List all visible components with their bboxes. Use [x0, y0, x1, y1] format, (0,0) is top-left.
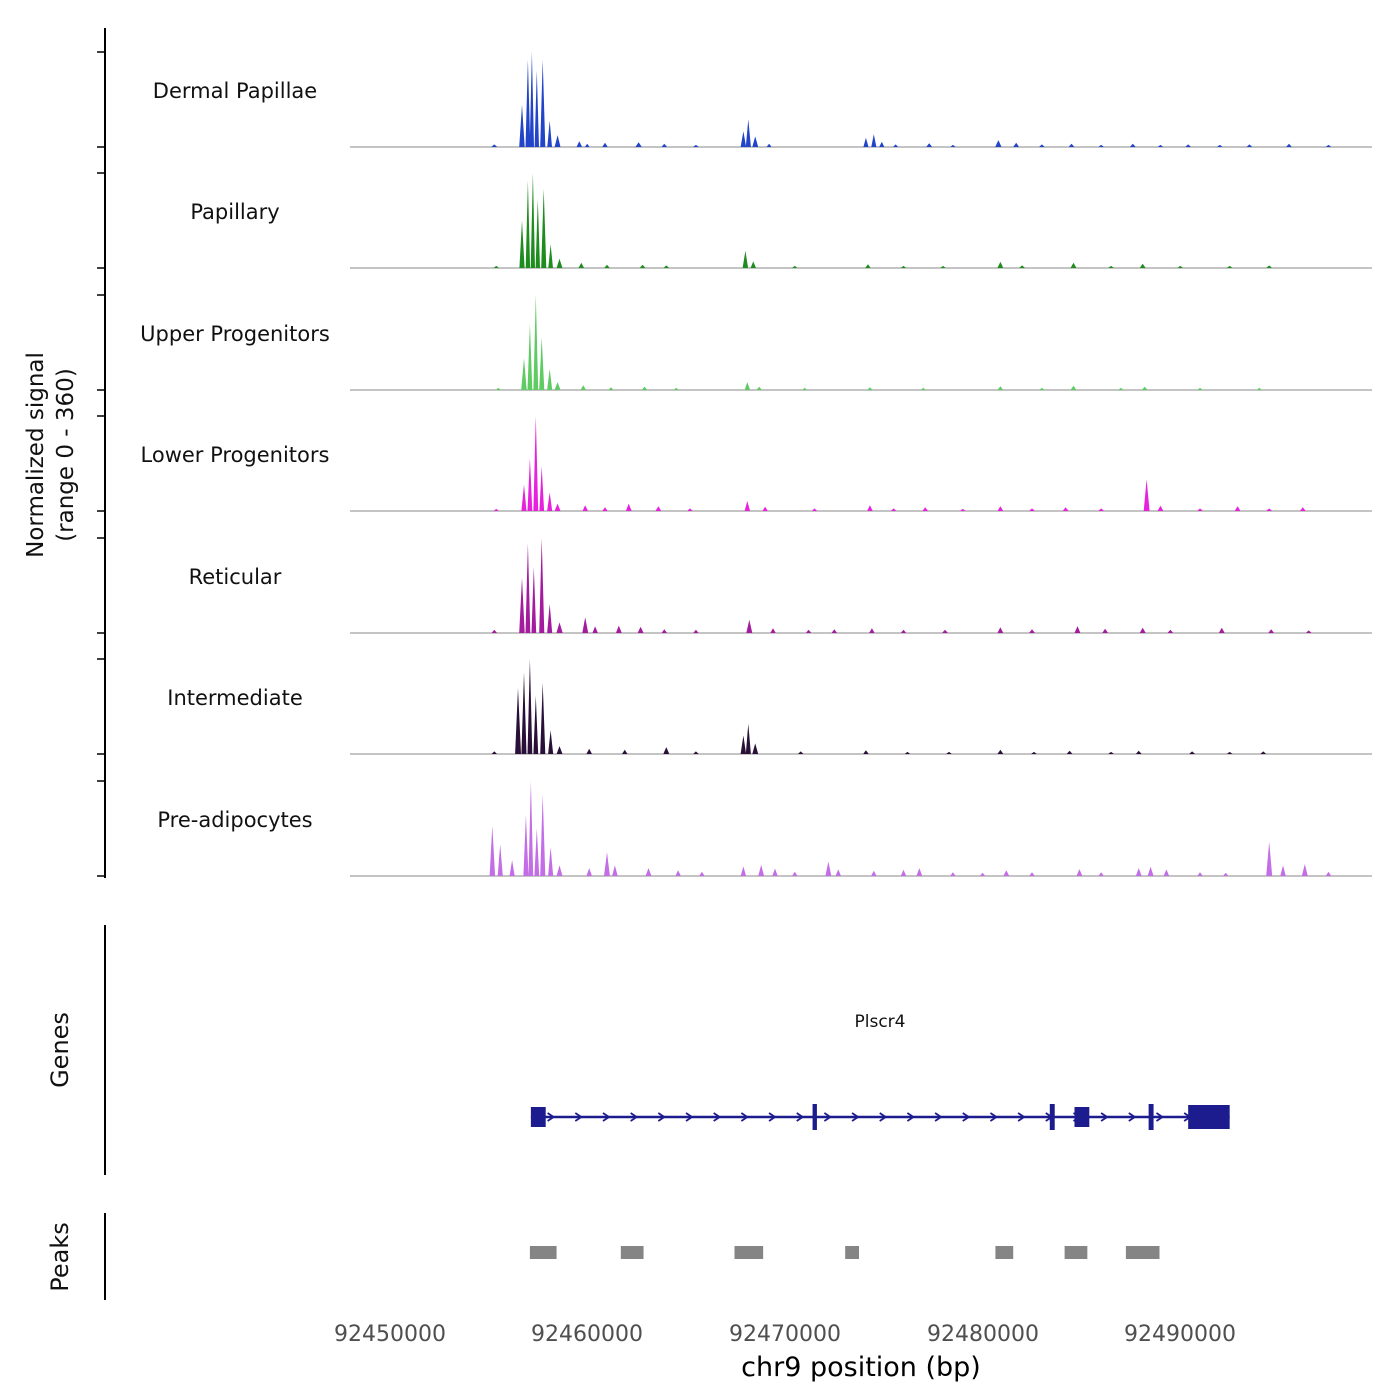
peaks-section-label: Peaks	[46, 1222, 74, 1292]
peak-region-box	[845, 1246, 860, 1259]
signal-track-papillary	[350, 173, 1372, 269]
exon-box	[1049, 1104, 1055, 1130]
signal-track-upper-progenitors	[350, 295, 1372, 391]
strand-arrow-icon	[574, 1112, 583, 1122]
gene-model-plscr4	[530, 1104, 1230, 1130]
strand-arrow-icon	[630, 1112, 639, 1122]
peak-region-box	[529, 1246, 557, 1259]
gene-name-label: Plscr4	[854, 1012, 906, 1032]
strand-arrow-icon	[740, 1112, 749, 1122]
strand-arrow-icon	[989, 1112, 999, 1122]
track-label-dermal-papillae: Dermal Papillae	[152, 79, 318, 103]
peak-region-box	[1125, 1246, 1160, 1259]
peak-regions	[529, 1246, 1160, 1259]
exon-box	[812, 1104, 817, 1130]
genes-section-label: Genes	[46, 1012, 74, 1088]
strand-arrow-icon	[934, 1112, 943, 1122]
exon-box	[1074, 1107, 1090, 1127]
exon-box	[1188, 1105, 1230, 1129]
y-axis	[97, 28, 106, 878]
strand-arrow-icon	[962, 1112, 971, 1122]
peak-region-box	[734, 1246, 764, 1259]
x-tick-label-92450000: 92450000	[334, 1322, 446, 1347]
strand-arrow-icon	[657, 1112, 666, 1122]
strand-arrow-icon	[547, 1112, 556, 1122]
signal-track-intermediate	[350, 659, 1372, 755]
signal-track-dermal-papillae	[350, 52, 1372, 148]
x-tick-label-92470000: 92470000	[729, 1322, 841, 1347]
signal-track-pre-adipocytes	[350, 781, 1372, 877]
exon-box	[530, 1107, 546, 1127]
strand-arrow-icon	[823, 1112, 832, 1122]
x-tick-label-92490000: 92490000	[1124, 1322, 1236, 1347]
peak-region-box	[995, 1246, 1014, 1259]
strand-arrow-icon	[796, 1112, 805, 1122]
peak-region-box	[620, 1246, 644, 1259]
strand-arrow-icon	[879, 1112, 888, 1122]
strand-arrow-icon	[1128, 1112, 1137, 1122]
strand-arrow-icon	[685, 1112, 694, 1122]
y-axis-label-line2: (range 0 - 360)	[53, 368, 79, 542]
peak-region-box	[1064, 1246, 1088, 1259]
track-label-lower-progenitors: Lower Progenitors	[140, 443, 330, 467]
x-tick-label-92480000: 92480000	[927, 1322, 1039, 1347]
signal-track-lower-progenitors	[350, 416, 1372, 512]
strand-arrow-icon	[1017, 1112, 1026, 1122]
strand-arrow-icon	[1155, 1112, 1165, 1122]
signal-track-reticular	[350, 538, 1372, 634]
track-label-reticular: Reticular	[188, 565, 282, 589]
track-label-upper-progenitors: Upper Progenitors	[140, 322, 330, 346]
track-label-papillary: Papillary	[190, 200, 280, 224]
strand-arrow-icon	[602, 1112, 611, 1122]
track-label-intermediate: Intermediate	[167, 686, 303, 710]
strand-arrow-icon	[713, 1112, 722, 1122]
x-tick-label-92460000: 92460000	[531, 1322, 643, 1347]
track-label-pre-adipocytes: Pre-adipocytes	[157, 808, 313, 832]
y-axis-label-line1: Normalized signal	[23, 352, 50, 558]
strand-arrow-icon	[906, 1112, 916, 1122]
strand-arrow-icon	[768, 1112, 777, 1122]
x-axis-title: chr9 position (bp)	[741, 1352, 981, 1383]
strand-arrow-icon	[1100, 1112, 1109, 1122]
strand-arrow-icon	[851, 1112, 860, 1122]
exon-box	[1148, 1104, 1154, 1130]
y-axis-label: Normalized signal (range 0 - 360)	[22, 352, 82, 558]
